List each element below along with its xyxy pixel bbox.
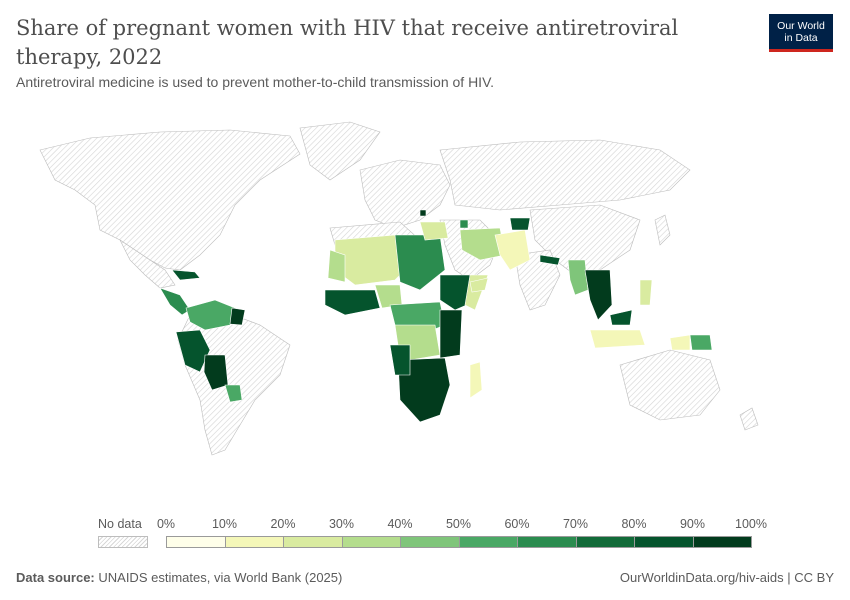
logo-line-2: in Data [784,31,818,44]
region-papua [669,334,691,351]
legend-no-data-label: No data [98,517,142,531]
region-north-asia [439,139,691,211]
legend-tick-label: 50% [445,517,472,531]
data-source-text: UNAIDS estimates, via World Bank (2025) [98,570,343,585]
legend-tick-label: 0% [156,517,176,531]
region-mexico [119,239,176,289]
region-colombia-venezuela [185,299,241,331]
region-myanmar [567,259,589,296]
region-armenia [459,219,469,229]
region-caribbean [171,269,201,281]
legend-tick-label: 90% [679,517,706,531]
region-angola [389,344,411,376]
region-iran [459,227,506,261]
legend-tick-label: 20% [270,517,296,531]
region-bolivia [203,354,229,391]
chart-subtitle: Antiretroviral medicine is used to preve… [16,74,495,90]
legend-bin[interactable] [517,536,576,548]
region-australia [619,349,721,421]
legend-bin[interactable] [634,536,693,548]
legend-bin[interactable] [458,536,518,548]
legend-bin[interactable] [283,536,342,548]
region-guyanas [229,307,246,326]
region-png [689,334,713,351]
legend-bin[interactable] [224,536,284,548]
legend-bin[interactable] [166,536,225,548]
region-central-america [159,287,191,316]
legend: No data 0% 10% 20% 30% 40% 50% 60% 70% 80% 90% 100… [96,516,776,556]
legend-no-data-swatch[interactable] [98,536,148,548]
owid-logo[interactable]: Our World in Data [769,14,833,52]
legend-tick-label: 10% [211,517,238,531]
region-north-america [39,129,301,271]
legend-tick-label: 60% [504,517,530,531]
region-greenland [299,121,381,181]
region-east-coast [439,309,463,359]
legend-bin[interactable] [692,536,752,548]
region-paraguay [224,384,243,403]
legend-tick-label: 30% [328,517,355,531]
data-source-label: Data source: [16,570,95,585]
region-madagascar [469,361,483,399]
region-afghanistan-pakistan [494,229,531,271]
region-indonesia [589,329,646,349]
region-india [514,249,561,311]
legend-bin[interactable] [400,536,459,548]
legend-bin[interactable] [575,536,635,548]
region-japan [654,214,671,246]
logo-line-1: Our World [777,19,825,32]
region-new-zealand [739,407,759,431]
region-philippines [639,279,653,306]
region-southern-africa [397,357,451,423]
data-source: Data source: UNAIDS estimates, via World… [16,570,342,585]
chart-title: Share of pregnant women with HIV that re… [16,16,679,69]
region-egypt [419,221,449,241]
region-malaysia [609,309,633,326]
region-yemen-oman [469,277,489,293]
legend-tick-label: 40% [387,517,413,531]
legend-bin[interactable] [341,536,401,548]
region-chad-sudan [394,234,446,291]
region-indochina [584,269,613,321]
world-map[interactable] [0,110,850,510]
region-mauritania [327,249,346,283]
region-west-coast [324,289,381,316]
legend-tick-label: 70% [562,517,589,531]
region-moldova [419,209,427,217]
legend-tick-label: 100% [735,517,767,531]
legend-tick-label: 80% [621,517,647,531]
region-nepal [539,254,561,266]
region-kazakhstan-east [509,217,531,231]
source-url[interactable]: OurWorldinData.org/hiv-aids | CC BY [619,570,834,585]
region-europe [359,159,451,229]
